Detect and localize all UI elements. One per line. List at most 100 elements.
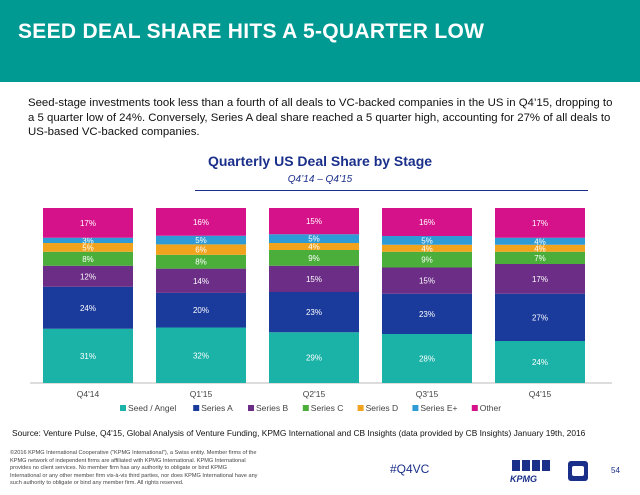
- data-label: 5%: [195, 236, 207, 245]
- legend-label: Series D: [366, 403, 399, 413]
- data-label: 9%: [421, 256, 433, 265]
- bar-segment: [43, 243, 133, 252]
- x-tick-label: Q4'14: [77, 389, 100, 399]
- data-label: 24%: [532, 358, 548, 367]
- data-label: 17%: [80, 219, 96, 228]
- data-label: 27%: [532, 313, 548, 322]
- data-label: 28%: [419, 355, 435, 364]
- legend-label: Seed / Angel: [128, 403, 176, 413]
- chart-subtitle: Q4’14 – Q4’15: [287, 174, 353, 185]
- bar-segment: [269, 243, 359, 250]
- bar-segment: [269, 234, 359, 243]
- kpmg-logo-text: KPMG: [510, 474, 537, 484]
- stacked-bar-chart: 31%24%12%8%5%3%17%Q4'1432%20%14%8%6%5%16…: [30, 208, 612, 413]
- bar-segment: [382, 334, 472, 383]
- bar-segment: [495, 244, 585, 252]
- data-label: 14%: [193, 277, 209, 286]
- legend-label: Series B: [256, 403, 288, 413]
- data-label: 29%: [306, 354, 322, 363]
- legal-disclaimer: ©2016 KPMG International Cooperative ("K…: [10, 450, 258, 487]
- bar-segment: [495, 264, 585, 294]
- data-label: 17%: [532, 275, 548, 284]
- bar-segment: [43, 237, 133, 243]
- legend-swatch: [120, 405, 126, 411]
- data-label: 23%: [419, 310, 435, 319]
- data-label: 23%: [306, 308, 322, 317]
- data-label: 4%: [534, 244, 546, 253]
- bar-segment: [495, 251, 585, 264]
- legend-swatch: [412, 405, 419, 411]
- x-tick-label: Q3'15: [416, 389, 439, 399]
- x-tick-label: Q4'15: [529, 389, 552, 399]
- header-banner: SEED DEAL SHARE HITS A 5-QUARTER LOW: [0, 0, 640, 82]
- legend-swatch: [357, 405, 364, 411]
- bar-segment: [269, 250, 359, 266]
- bar-segment: [269, 265, 359, 292]
- bar-segment: [156, 254, 246, 269]
- source-note: Source: Venture Pulse, Q4'15, Global Ana…: [12, 428, 586, 438]
- page-number: 54: [611, 466, 620, 475]
- legend-swatch: [193, 405, 200, 411]
- bar-segment: [43, 286, 133, 329]
- kpmg-logo-icon: [512, 460, 550, 471]
- legend-swatch: [471, 405, 478, 411]
- bar-segment: [495, 341, 585, 383]
- bar-segment: [156, 235, 246, 245]
- legend-label: Series C: [311, 403, 344, 413]
- data-label: 12%: [80, 272, 96, 281]
- data-label: 31%: [80, 352, 96, 361]
- data-label: 4%: [308, 243, 320, 252]
- data-label: 7%: [534, 254, 546, 263]
- bar-segment: [382, 293, 472, 334]
- data-label: 17%: [532, 219, 548, 228]
- bar-segment: [43, 208, 133, 238]
- data-label: 24%: [80, 304, 96, 313]
- bar-segment: [382, 244, 472, 252]
- data-label: 5%: [308, 235, 320, 244]
- bar-segment: [156, 268, 246, 293]
- bar-segment: [156, 327, 246, 383]
- legend-label: Other: [480, 403, 501, 413]
- x-tick-label: Q2'15: [303, 389, 326, 399]
- data-label: 5%: [421, 236, 433, 245]
- legend-swatch: [248, 405, 254, 411]
- data-label: 8%: [82, 255, 94, 264]
- data-label: 16%: [193, 218, 209, 227]
- bar-segment: [495, 208, 585, 238]
- legend-swatch: [302, 405, 309, 411]
- bar-segment: [382, 267, 472, 294]
- data-label: 32%: [193, 351, 209, 360]
- cb-insights-logo-icon: [568, 461, 588, 481]
- legend-label: Series A: [201, 403, 233, 413]
- bar-segment: [382, 251, 472, 268]
- legend-label: Series E+: [420, 403, 457, 413]
- bar-segment: [156, 292, 246, 328]
- bar-segment: [382, 236, 472, 245]
- intro-paragraph: Seed-stage investments took less than a …: [28, 97, 613, 138]
- title-divider: [195, 190, 588, 191]
- bar-segment: [43, 265, 133, 287]
- data-label: 4%: [421, 244, 433, 253]
- data-label: 20%: [193, 306, 209, 315]
- bar-segment: [269, 332, 359, 383]
- page-title: SEED DEAL SHARE HITS A 5-QUARTER LOW: [18, 20, 485, 43]
- bar-segment: [495, 237, 585, 245]
- data-label: 6%: [195, 246, 207, 255]
- chart-title: Quarterly US Deal Share by Stage: [207, 153, 433, 169]
- data-label: 9%: [308, 254, 320, 263]
- bar-segment: [156, 244, 246, 255]
- data-label: 3%: [82, 236, 94, 245]
- bar-segment: [43, 251, 133, 266]
- bar-segment: [269, 208, 359, 235]
- x-tick-label: Q1'15: [190, 389, 213, 399]
- bar-segment: [156, 208, 246, 236]
- hashtag-label: #Q4VC: [390, 462, 430, 476]
- data-label: 16%: [419, 218, 435, 227]
- data-label: 15%: [419, 277, 435, 286]
- bar-segment: [43, 328, 133, 383]
- data-label: 4%: [534, 237, 546, 246]
- bar-segment: [269, 292, 359, 333]
- bar-segment: [495, 293, 585, 341]
- data-label: 5%: [82, 243, 94, 252]
- data-label: 15%: [306, 217, 322, 226]
